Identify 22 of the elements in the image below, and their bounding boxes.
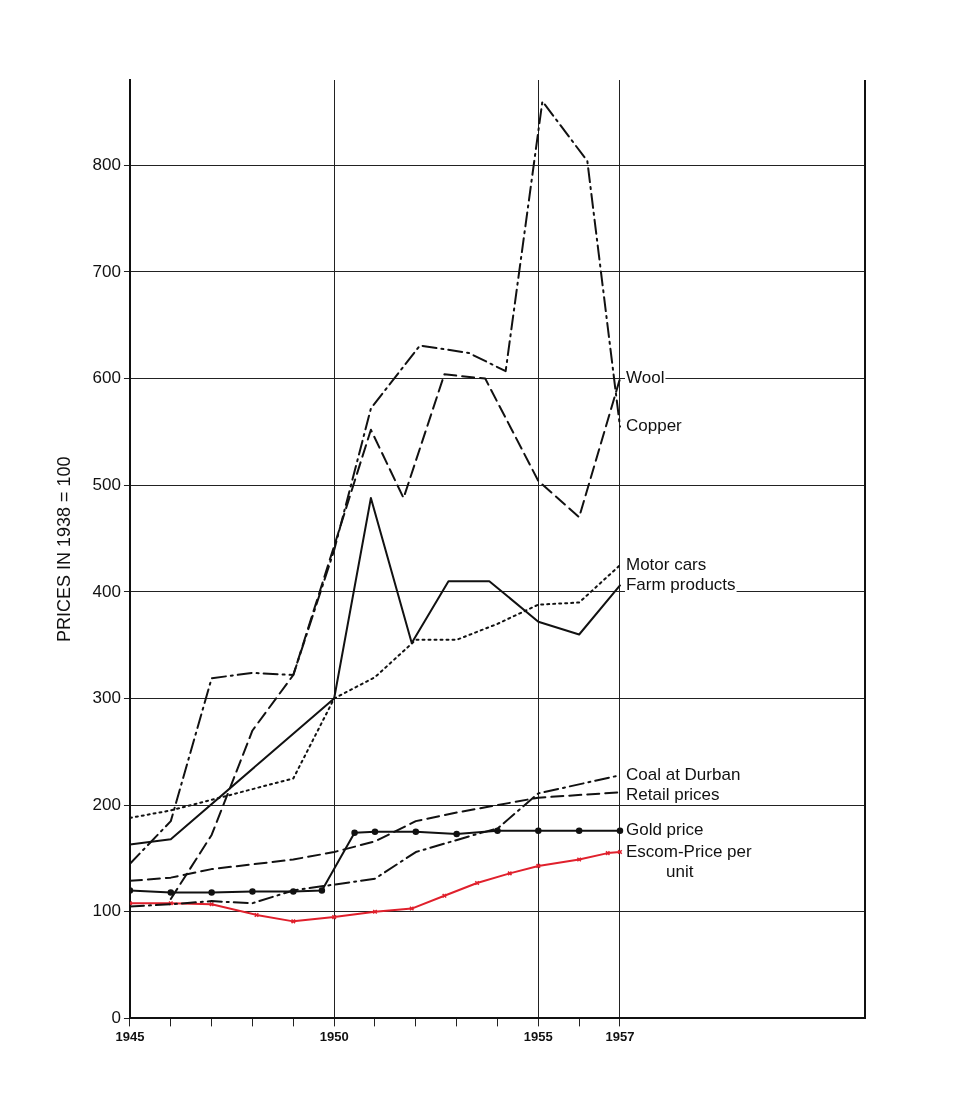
series-label: Motor cars xyxy=(625,554,707,574)
y-tick-label: 600 xyxy=(92,368,121,388)
y-tick-label: 400 xyxy=(92,581,121,601)
series-label: Wool xyxy=(625,368,665,388)
y-tick-label: 700 xyxy=(92,261,121,281)
y-tick-label: 300 xyxy=(92,688,121,708)
x-tick-label: 1945 xyxy=(115,1028,145,1044)
series-label: Farm products xyxy=(625,575,736,595)
series-label: Gold price xyxy=(625,820,704,840)
series-label: Copper xyxy=(625,416,683,436)
y-tick-label: 100 xyxy=(92,901,121,921)
y-tick-label: 0 xyxy=(111,1008,121,1028)
y-tick-label: 200 xyxy=(92,794,121,814)
y-axis-title: PRICES IN 1938 = 100 xyxy=(53,456,74,642)
x-tick-label: 1955 xyxy=(523,1028,553,1044)
series-label: Escom-Price per unit xyxy=(625,841,752,881)
x-tick-label: 1950 xyxy=(319,1028,349,1044)
x-tick-label: 1957 xyxy=(605,1028,635,1044)
y-tick-label: 500 xyxy=(92,474,121,494)
series-label: Coal at Durban xyxy=(625,764,741,784)
series-label: Retail prices xyxy=(625,784,720,804)
y-tick-label: 800 xyxy=(92,155,121,174)
